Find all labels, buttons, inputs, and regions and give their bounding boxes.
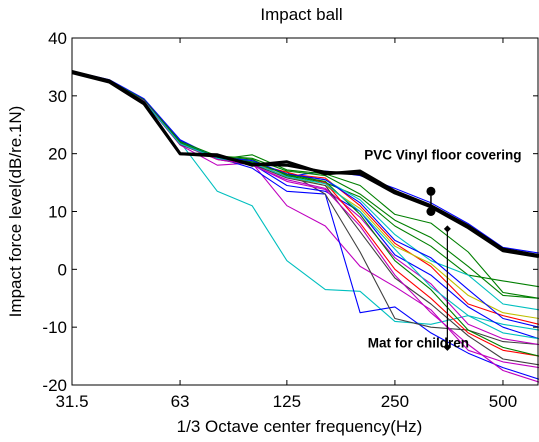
x-axis-title: 1/3 Octave center frequency(Hz) (177, 417, 423, 436)
y-tick-label: 30 (48, 87, 67, 106)
series-line-14 (71, 71, 539, 346)
y-axis-title: Impact force level(dB/re.1N) (6, 106, 25, 318)
tick-layer: -20 -10 0 10 20 30 40 31.5 63 125 250 500 (42, 29, 538, 411)
y-tick-label: -20 (42, 376, 67, 395)
range-diamond-marker (443, 225, 451, 233)
x-tick-label: 125 (273, 392, 301, 411)
series-line-17 (71, 71, 539, 366)
annotation-layer: PVC Vinyl floor covering Mat for children (364, 147, 521, 350)
chart-title: Impact ball (260, 5, 342, 24)
series-line-21 (71, 71, 539, 340)
x-tick-label: 31.5 (55, 392, 88, 411)
series-layer (71, 70, 539, 383)
y-tick-label: 10 (48, 203, 67, 222)
y-tick-label: 0 (58, 260, 67, 279)
marker-layer (426, 186, 451, 351)
series-line-18 (71, 70, 539, 328)
series-line-2 (71, 71, 539, 259)
range-dot-marker (426, 207, 436, 216)
annotation-label: PVC Vinyl floor covering (364, 147, 521, 162)
range-diamond-marker (443, 343, 451, 351)
series-line-19 (71, 70, 539, 357)
series-line-4 (71, 71, 539, 331)
series-line-15 (71, 70, 539, 357)
series-line-6 (71, 71, 539, 325)
x-tick-label: 250 (381, 392, 409, 411)
plot-frame (71, 37, 539, 386)
y-tick-label: 40 (48, 29, 67, 48)
x-tick-label: 500 (489, 392, 517, 411)
x-tick-label: 63 (171, 392, 190, 411)
series-line-12 (71, 70, 539, 340)
y-tick-label: 20 (48, 145, 67, 164)
annotation-label: Mat for children (368, 335, 469, 350)
y-tick-label: -10 (42, 318, 67, 337)
range-dot-marker (426, 186, 436, 196)
series-line-7 (71, 70, 539, 369)
series-line-11 (71, 71, 539, 320)
series-line-9 (71, 71, 539, 346)
